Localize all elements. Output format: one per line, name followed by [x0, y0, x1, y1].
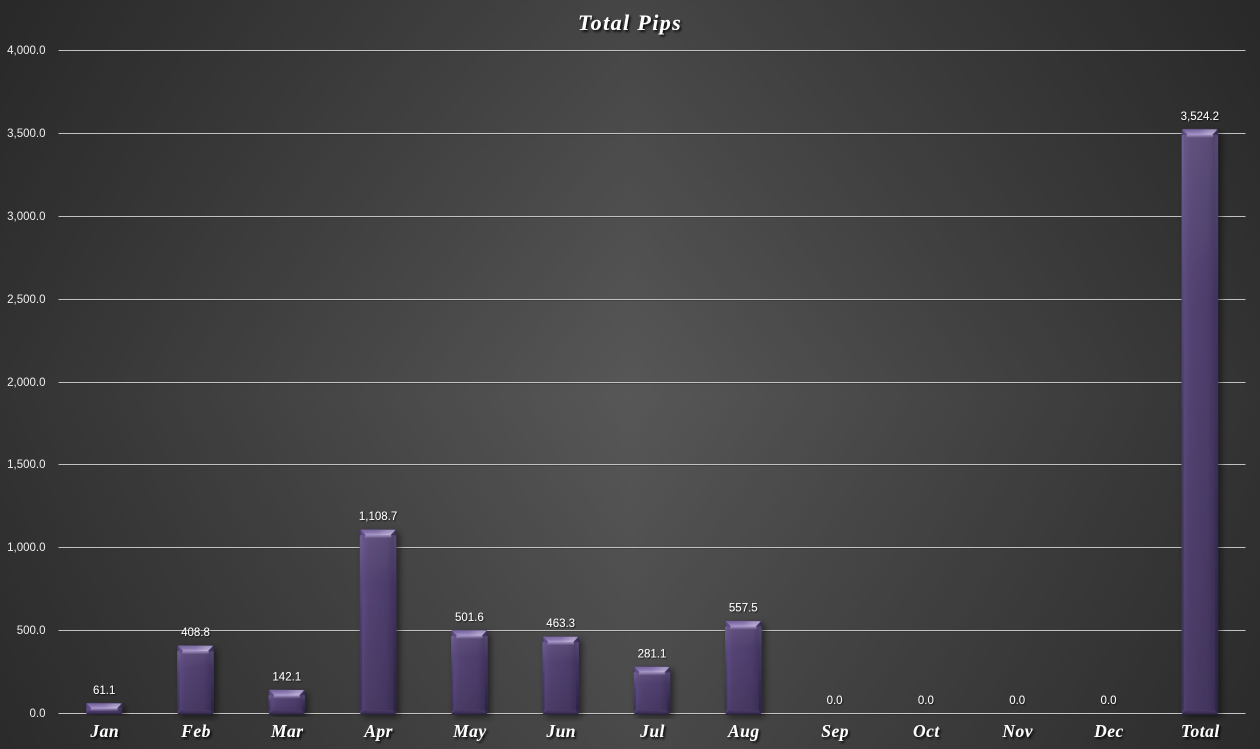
svg-text:463.3: 463.3 [546, 618, 575, 630]
svg-text:4,000.0: 4,000.0 [7, 45, 45, 57]
svg-text:Mar: Mar [270, 721, 304, 741]
svg-text:0.0: 0.0 [918, 695, 934, 707]
svg-text:408.8: 408.8 [181, 627, 210, 639]
svg-text:1,000.0: 1,000.0 [7, 542, 45, 554]
svg-text:0.0: 0.0 [1009, 695, 1025, 707]
svg-text:Oct: Oct [913, 721, 940, 741]
svg-text:557.5: 557.5 [729, 603, 758, 615]
svg-text:Jun: Jun [545, 721, 576, 741]
svg-text:0.0: 0.0 [827, 695, 843, 707]
svg-text:Jul: Jul [639, 721, 665, 741]
svg-text:0.0: 0.0 [1101, 695, 1117, 707]
svg-text:Nov: Nov [1001, 721, 1033, 741]
svg-text:Feb: Feb [180, 721, 211, 741]
svg-text:Dec: Dec [1093, 721, 1124, 741]
svg-text:Sep: Sep [821, 721, 849, 741]
svg-text:61.1: 61.1 [93, 685, 115, 697]
svg-text:1,500.0: 1,500.0 [7, 459, 45, 471]
svg-text:3,500.0: 3,500.0 [7, 128, 45, 140]
svg-text:3,524.2: 3,524.2 [1181, 111, 1219, 123]
svg-text:142.1: 142.1 [272, 671, 301, 683]
svg-text:3,000.0: 3,000.0 [7, 211, 45, 223]
svg-text:1,108.7: 1,108.7 [359, 511, 397, 523]
svg-text:281.1: 281.1 [638, 648, 667, 660]
svg-text:Apr: Apr [363, 721, 393, 741]
svg-text:2,500.0: 2,500.0 [7, 294, 45, 306]
svg-text:2,000.0: 2,000.0 [7, 377, 45, 389]
svg-text:0.0: 0.0 [30, 708, 46, 720]
svg-text:May: May [452, 721, 487, 741]
svg-text:Total Pips: Total Pips [578, 10, 682, 35]
svg-text:Jan: Jan [89, 721, 119, 741]
svg-text:500.0: 500.0 [17, 625, 46, 637]
svg-text:501.6: 501.6 [455, 612, 484, 624]
svg-text:Total: Total [1181, 721, 1220, 741]
svg-text:Aug: Aug [727, 721, 760, 741]
